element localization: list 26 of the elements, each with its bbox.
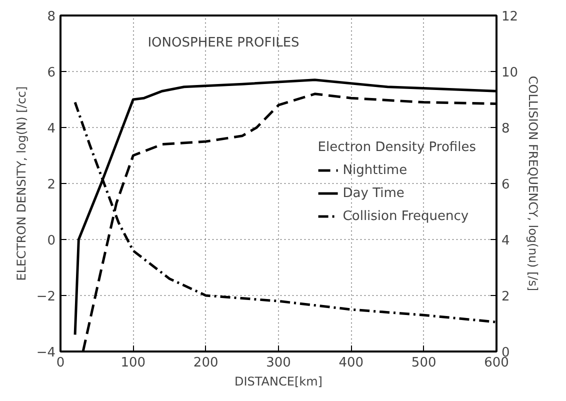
y2-tick-label: 8 — [502, 122, 510, 136]
y2-tick-label: 6 — [502, 178, 510, 192]
x-tick-label: 400 — [338, 356, 364, 370]
y-tick-label: 2 — [47, 178, 56, 192]
x-tick-label: 500 — [411, 356, 436, 370]
y2-tick-label: 12 — [502, 10, 518, 24]
y2-axis-title: COLLISION FREQUENCY, log(nu) [/s] — [526, 76, 540, 292]
y2-tick-label: 4 — [502, 234, 510, 248]
y-tick-label: −4 — [36, 346, 56, 360]
y-axis-title: ELECTRON DENSITY, log(N) [/cc] — [14, 86, 28, 281]
y-tick-label: 0 — [47, 234, 56, 248]
x-axis-title: DISTANCE[km] — [234, 374, 322, 388]
x-tick-label: 200 — [193, 356, 218, 370]
y-tick-label: 8 — [47, 10, 56, 24]
legend-label: Nighttime — [342, 162, 408, 178]
x-tick-label: 300 — [266, 356, 291, 370]
y-tick-label: −2 — [36, 290, 56, 304]
y-tick-label: 6 — [47, 66, 56, 80]
x-tick-label: 100 — [120, 356, 146, 370]
y-tick-label: 4 — [47, 122, 56, 136]
y2-tick-label: 2 — [502, 290, 510, 304]
y2-tick-label: 10 — [502, 66, 518, 80]
text: IONOSPHERE PROFILES — [148, 36, 300, 51]
legend-label: Day Time — [342, 186, 404, 200]
legend-title: Electron Density Profiles — [318, 140, 476, 155]
legend-label: Collision Frequency — [342, 208, 469, 224]
